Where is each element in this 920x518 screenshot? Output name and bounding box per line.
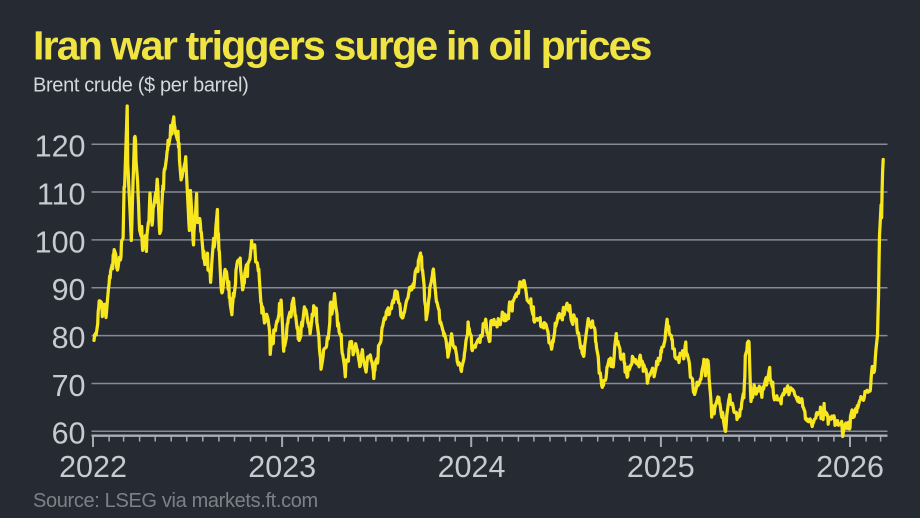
svg-text:Brent crude ($ per barrel): Brent crude ($ per barrel) <box>33 75 248 97</box>
svg-text:120: 120 <box>35 130 86 164</box>
svg-text:90: 90 <box>52 273 86 307</box>
svg-text:2025: 2025 <box>627 450 695 484</box>
svg-text:80: 80 <box>52 321 86 355</box>
svg-text:2024: 2024 <box>438 450 506 484</box>
svg-text:70: 70 <box>52 369 86 403</box>
svg-text:60: 60 <box>52 417 86 451</box>
svg-text:Iran war triggers surge in oil: Iran war triggers surge in oil prices <box>33 23 652 69</box>
svg-text:2022: 2022 <box>59 450 127 484</box>
svg-text:Source: LSEG via markets.ft.co: Source: LSEG via markets.ft.com <box>33 490 318 512</box>
svg-text:100: 100 <box>35 225 86 259</box>
svg-text:2023: 2023 <box>248 450 316 484</box>
svg-text:2026: 2026 <box>816 450 884 484</box>
svg-text:110: 110 <box>37 178 86 212</box>
